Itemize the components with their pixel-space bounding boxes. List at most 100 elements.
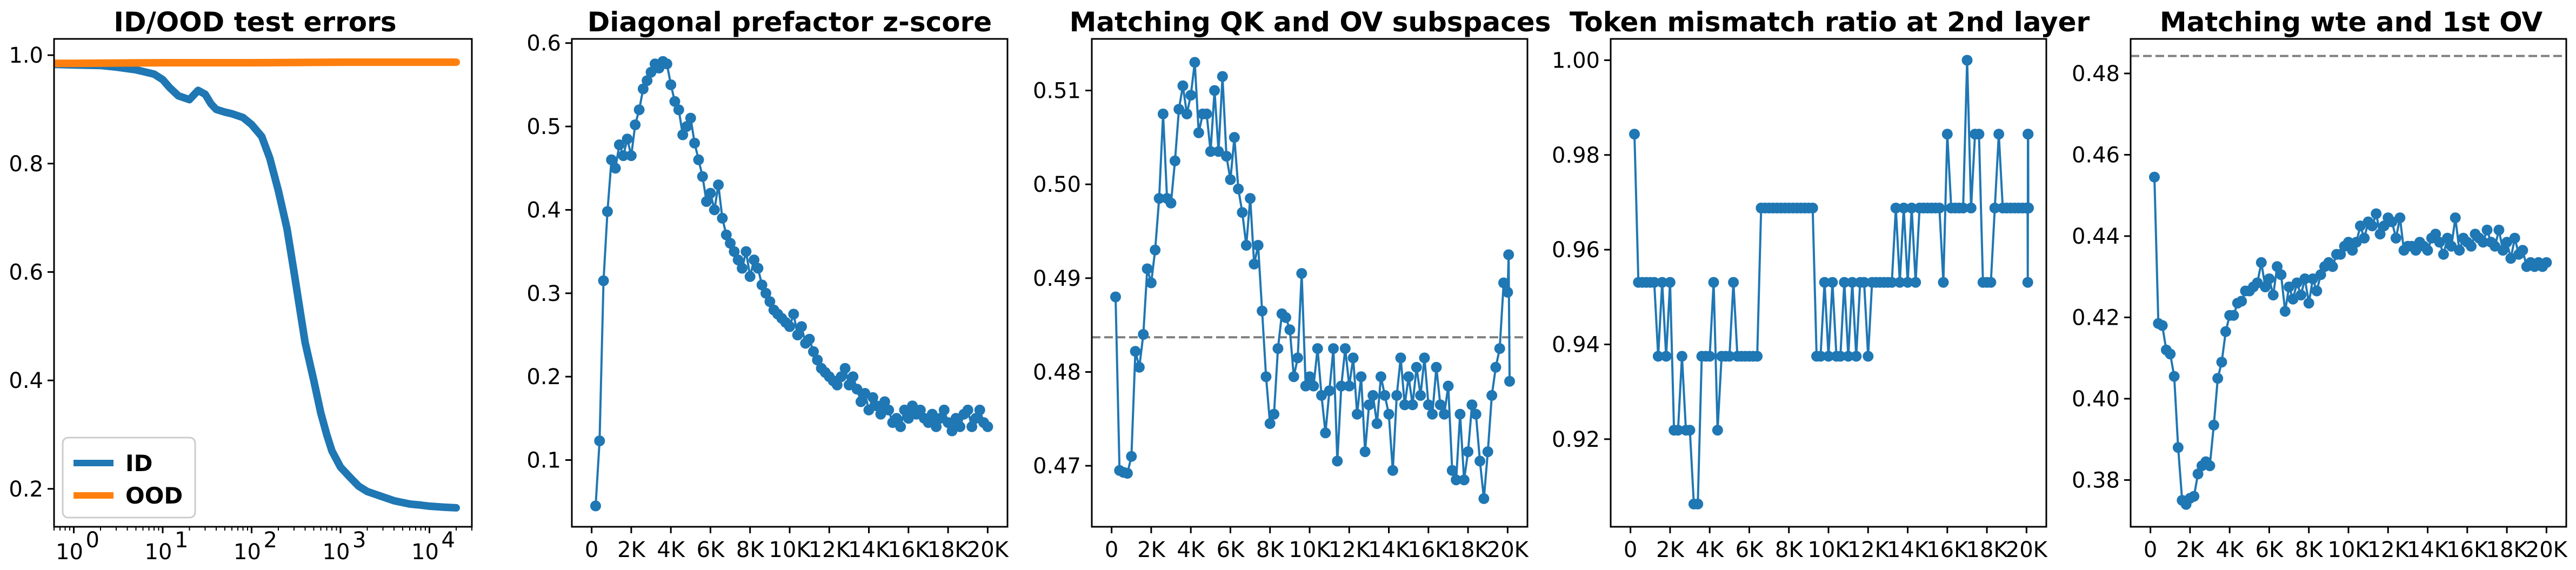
- data-point: [855, 396, 866, 407]
- x-tick-label: 8K: [1256, 538, 1285, 562]
- data-point: [645, 66, 657, 78]
- plot-area: 0.1 0.2 0.3 0.4 0.5 0.6 0 2K 4K 6K 8K 10K12K14K16K1…: [526, 31, 1009, 562]
- data-point: [709, 204, 720, 216]
- data-point: [1375, 371, 1386, 383]
- data-point: [1269, 408, 1280, 420]
- data-point: [1280, 312, 1291, 323]
- x-tick-exponent: 0: [85, 528, 99, 553]
- x-tick-label: 10K: [1807, 538, 1850, 562]
- y-tick-label: 0.1: [526, 448, 561, 473]
- data-point: [1684, 425, 1696, 436]
- series-line: [1115, 61, 1511, 500]
- data-point: [966, 421, 978, 432]
- series-line: [54, 58, 460, 68]
- data-point: [1807, 203, 1818, 213]
- data-point: [2497, 245, 2508, 256]
- data-point: [1379, 390, 1391, 401]
- data-point: [1284, 324, 1296, 336]
- data-point: [1407, 399, 1418, 411]
- x-tick-label: 10K: [2327, 538, 2370, 562]
- data-point: [689, 137, 700, 149]
- data-point: [931, 421, 942, 432]
- data-point: [2394, 212, 2406, 224]
- data-point: [1672, 425, 1684, 436]
- data-point: [836, 371, 847, 383]
- data-point: [863, 404, 875, 415]
- data-point: [1858, 277, 1870, 288]
- data-point: [2430, 229, 2441, 240]
- data-point: [1847, 277, 1858, 288]
- panel-title: ID/OOD test errors: [114, 6, 396, 38]
- data-point: [713, 179, 724, 191]
- x-tick-label: 0: [1624, 538, 1637, 562]
- x-tick-label: 2K: [1137, 538, 1166, 562]
- x-tick-label: 2K: [2176, 538, 2205, 562]
- x-tick-label: 14K: [2407, 538, 2450, 562]
- data-point: [950, 413, 962, 424]
- data-point: [1371, 418, 1383, 429]
- data-point: [2204, 460, 2215, 472]
- x-tick-label: 10: [233, 540, 261, 565]
- data-point: [2236, 296, 2247, 307]
- data-point: [935, 413, 946, 424]
- data-point: [938, 404, 950, 415]
- y-tick-label: 0.94: [1552, 332, 1600, 357]
- data-point: [982, 421, 993, 432]
- y-tick-label: 0.42: [2072, 305, 2120, 330]
- data-point: [2260, 281, 2271, 292]
- data-point: [2168, 371, 2180, 382]
- data-point: [2291, 277, 2303, 289]
- x-tick-label: 16K: [1407, 538, 1450, 562]
- data-point: [1347, 352, 1359, 364]
- data-point: [1660, 351, 1672, 362]
- legend-label: ID: [125, 450, 153, 477]
- y-tick-label: 0.51: [1033, 79, 1081, 104]
- panel-title: Token mismatch ratio at 2nd layer: [1570, 6, 2090, 38]
- data-point: [1403, 371, 1414, 383]
- data-point: [1173, 104, 1185, 115]
- data-point: [720, 229, 732, 240]
- data-point: [1126, 451, 1137, 462]
- data-point: [1257, 305, 1268, 317]
- x-tick-label: 20K: [967, 538, 1010, 562]
- y-tick-label: 0.6: [9, 260, 43, 285]
- data-point: [1482, 446, 1493, 458]
- data-point: [2303, 298, 2314, 309]
- data-point: [946, 425, 958, 437]
- data-point: [1965, 203, 1977, 213]
- data-point: [1288, 371, 1299, 383]
- data-point: [1225, 174, 1236, 185]
- data-point: [903, 413, 914, 424]
- data-point: [788, 309, 799, 320]
- data-point: [974, 404, 985, 415]
- series-line: [54, 61, 460, 512]
- data-point: [1819, 277, 1830, 288]
- y-tick-label: 0.40: [2072, 387, 2120, 412]
- data-point: [1237, 207, 1248, 218]
- data-point: [1427, 408, 1438, 420]
- y-tick-label: 0.38: [2072, 468, 2120, 493]
- data-point: [1351, 408, 1363, 420]
- x-tick-label: 14K: [848, 538, 891, 562]
- data-point: [1209, 85, 1220, 96]
- data-point: [618, 150, 629, 162]
- data-point: [2466, 240, 2477, 252]
- axes-frame: [53, 38, 473, 528]
- data-point: [1217, 71, 1228, 82]
- x-tick-label: 0: [1105, 538, 1118, 562]
- x-tick-label: 12K: [1847, 538, 1890, 562]
- y-tick-label: 0.3: [526, 281, 561, 306]
- data-point: [1958, 203, 1969, 213]
- data-point: [1752, 351, 1763, 362]
- data-point: [1708, 277, 1719, 288]
- data-point: [661, 58, 672, 70]
- x-tick-label: 8K: [2295, 538, 2324, 562]
- plot-area: 0.92 0.94 0.96 0.98 1.00 0 2K 4K 6K 8K 10K12K14K16…: [1552, 38, 2048, 562]
- y-tick-label: 0.4: [526, 198, 561, 223]
- x-tick-label: 6K: [1736, 538, 1764, 562]
- x-tick-label: 12K: [809, 538, 851, 562]
- data-point: [1205, 146, 1216, 157]
- y-tick-label: 1.0: [9, 43, 43, 68]
- series-line: [595, 60, 989, 506]
